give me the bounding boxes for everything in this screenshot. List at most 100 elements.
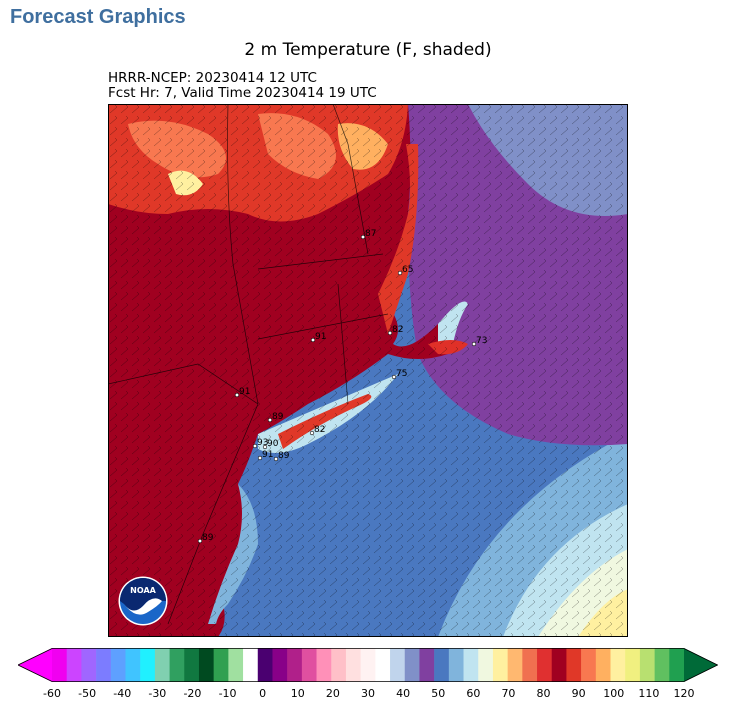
station-temp-label: 89: [202, 533, 214, 543]
station-temp-label: 82: [392, 325, 403, 335]
station-dot: [310, 337, 316, 343]
colorbar-tick-label: -40: [113, 687, 132, 700]
colorbar-swatch: [566, 648, 582, 682]
colorbar-swatch: [169, 648, 185, 682]
colorbar-tick-label: -50: [78, 687, 97, 700]
colorbar-tick-label: 50: [431, 687, 446, 700]
colorbar-swatch: [125, 648, 141, 682]
station-temp-label: 89: [272, 412, 284, 422]
colorbar-swatch: [66, 648, 82, 682]
colorbar-tick-label: 60: [466, 687, 481, 700]
colorbar-swatch: [639, 648, 655, 682]
colorbar-swatch: [287, 648, 303, 682]
station-temp-label: 93: [257, 438, 268, 448]
temperature-colorbar: [18, 648, 718, 682]
colorbar-swatch: [581, 648, 597, 682]
colorbar-swatch: [110, 648, 126, 682]
colorbar-tick-label: 80: [536, 687, 551, 700]
colorbar-swatch: [345, 648, 361, 682]
colorbar-swatch: [448, 648, 464, 682]
wind-barbs: [108, 104, 628, 637]
station-temp-label: 89: [278, 451, 290, 461]
colorbar-tick-label: -30: [148, 687, 167, 700]
station-dot: [262, 444, 268, 450]
colorbar-swatch: [198, 648, 214, 682]
colorbar-extend-low: [18, 648, 52, 682]
station-dot: [234, 392, 240, 398]
colorbar-swatch: [419, 648, 435, 682]
colorbar-swatch: [654, 648, 670, 682]
station-temp-label: 90: [267, 439, 279, 449]
colorbar-tick-label: 0: [259, 687, 267, 700]
station-dot: [257, 455, 263, 461]
state-borders: [108, 104, 389, 625]
station-dot: [309, 430, 315, 436]
colorbar-swatch: [390, 648, 406, 682]
station-temp-label: 65: [402, 265, 413, 275]
station-dot: [387, 330, 393, 336]
colorbar-tick-label: 20: [325, 687, 340, 700]
station-dot: [391, 374, 397, 380]
colorbar-tick-label: 90: [571, 687, 586, 700]
colorbar-tick-label: 10: [290, 687, 305, 700]
colorbar-swatch: [492, 648, 508, 682]
colorbar-swatch: [52, 648, 67, 682]
colorbar-tick-label: 70: [501, 687, 516, 700]
logo-text: NOAA: [130, 586, 156, 595]
colorbar-outline: [18, 648, 718, 682]
station-dot: [397, 270, 403, 276]
colorbar-tick-label: 120: [673, 687, 695, 700]
colorbar-swatch: [228, 648, 244, 682]
colorbar-swatch: [96, 648, 112, 682]
plot-title: 2 m Temperature (F, shaded): [244, 40, 492, 60]
station-dot: [360, 234, 366, 240]
colorbar-tick-label: 100: [603, 687, 625, 700]
station-dot: [267, 417, 273, 423]
station-temp-label: 91: [262, 450, 273, 460]
colorbar-swatch: [434, 648, 450, 682]
station-dot: [197, 538, 203, 544]
colorbar-swatch: [316, 648, 332, 682]
colorbar-swatch: [522, 648, 538, 682]
colorbar-swatch: [551, 648, 567, 682]
colorbar-swatch: [463, 648, 479, 682]
colorbar-swatch: [301, 648, 317, 682]
colorbar-swatch: [507, 648, 523, 682]
colorbar-swatch: [360, 648, 376, 682]
colorbar-swatch: [595, 648, 611, 682]
colorbar-swatch: [375, 648, 391, 682]
colorbar-swatch: [140, 648, 156, 682]
colorbar-swatch: [537, 648, 553, 682]
colorbar-tick-label: 30: [361, 687, 375, 700]
colorbar-tick-label: -10: [218, 687, 237, 700]
colorbar-extend-high: [684, 648, 718, 682]
model-run-line: HRRR-NCEP: 20230414 12 UTC: [108, 70, 317, 86]
station-dot: [471, 341, 477, 347]
noaa-logo-icon: NOAA: [118, 576, 168, 626]
station-temp-label: 91: [239, 387, 250, 397]
colorbar-swatch: [331, 648, 347, 682]
colorbar-tick-label: 40: [396, 687, 411, 700]
colorbar-swatch: [625, 648, 641, 682]
station-dot: [252, 443, 258, 449]
temperature-map: 87 65 91 82 73 75 91 89 82 93 90 91 89 89 NOAA: [108, 104, 628, 637]
colorbar-swatch: [404, 648, 420, 682]
station-temp-label: 87: [365, 229, 376, 239]
valid-time-line: Fcst Hr: 7, Valid Time 20230414 19 UTC: [108, 85, 377, 101]
colorbar-swatch: [272, 648, 288, 682]
station-temp-label: 82: [314, 425, 325, 435]
station-dot: [273, 456, 279, 462]
colorbar-swatch: [184, 648, 200, 682]
colorbar-swatch: [154, 648, 170, 682]
station-temp-label: 73: [476, 336, 487, 346]
colorbar-swatch: [478, 648, 494, 682]
colorbar-swatch: [213, 648, 229, 682]
colorbar-tick-label: 110: [638, 687, 660, 700]
station-temp-label: 91: [315, 332, 326, 342]
colorbar-swatch: [257, 648, 273, 682]
colorbar-swatch: [243, 648, 259, 682]
colorbar-swatch: [669, 648, 685, 682]
colorbar-swatch: [81, 648, 97, 682]
